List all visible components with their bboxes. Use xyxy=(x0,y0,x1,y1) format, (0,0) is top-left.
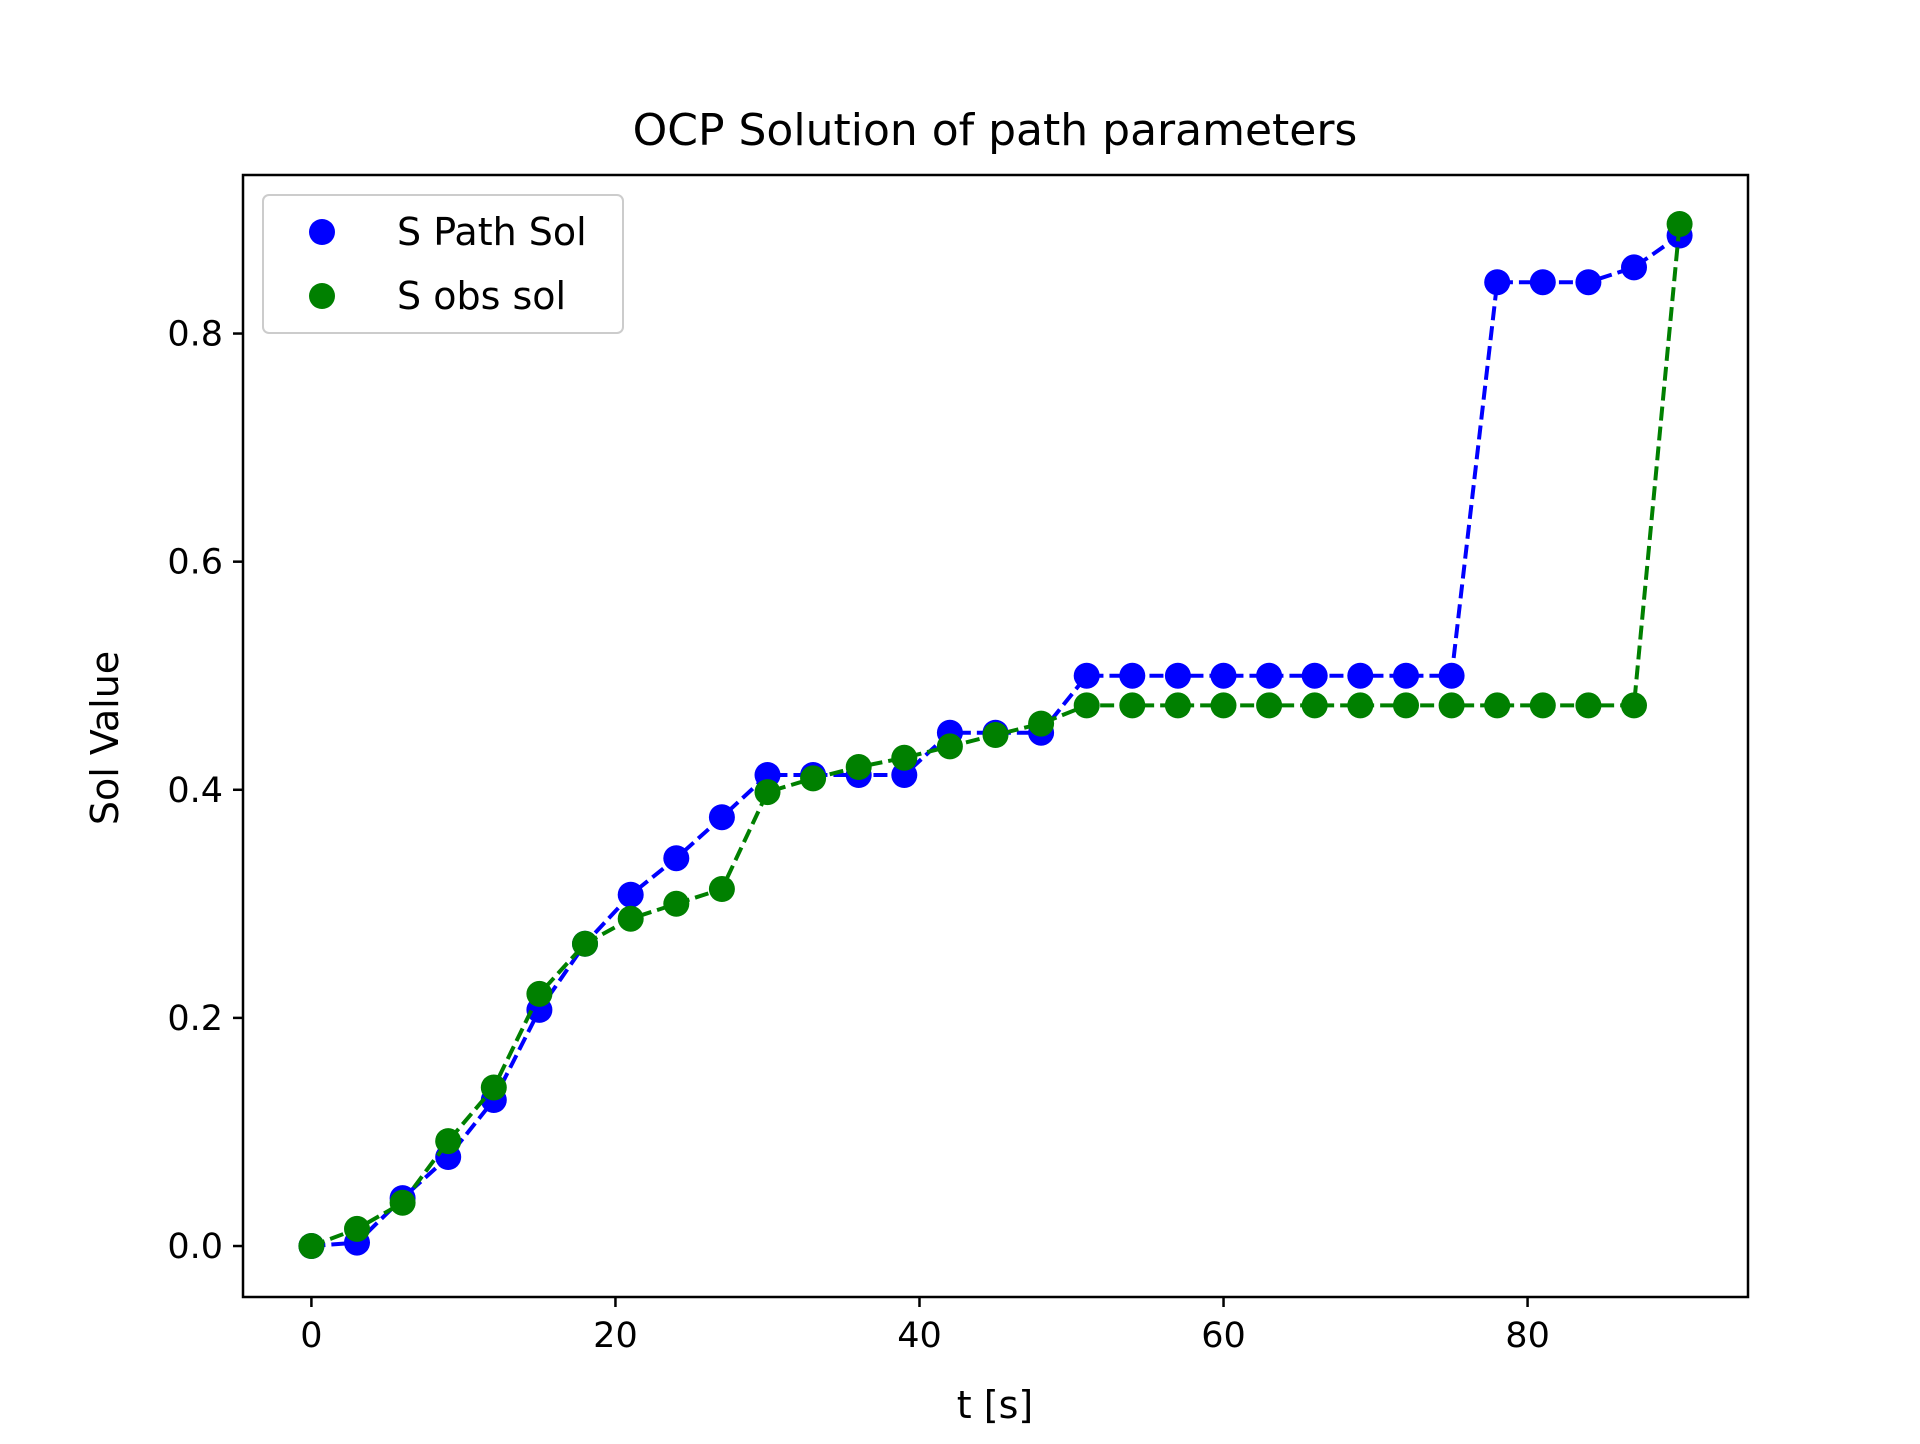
plot-area xyxy=(298,211,1693,1259)
y-axis-label: Sol Value xyxy=(83,651,127,825)
series-2-point xyxy=(1119,692,1146,719)
series-1-point xyxy=(1575,269,1602,296)
series-1-point xyxy=(1393,662,1419,689)
series-2-point xyxy=(1164,692,1191,719)
series-2-point xyxy=(1256,692,1283,719)
series-2-point xyxy=(845,754,872,780)
series-1-point xyxy=(1438,662,1465,689)
series-1-point xyxy=(708,804,735,831)
series-2-point xyxy=(480,1074,507,1101)
series-1-point xyxy=(1210,662,1237,689)
series-2-point xyxy=(1393,692,1419,719)
series-2-point xyxy=(936,733,963,760)
x-tick-label: 20 xyxy=(593,1316,638,1356)
series-1-point xyxy=(1301,662,1328,689)
series-2-point xyxy=(708,876,735,902)
series-2-point xyxy=(800,765,827,792)
series-2-point xyxy=(617,905,644,932)
legend-label-1: S Path Sol xyxy=(397,210,587,254)
legend-label-2: S obs sol xyxy=(397,274,566,318)
chart-title: OCP Solution of path parameters xyxy=(633,105,1358,156)
series-1-point xyxy=(617,881,644,908)
x-tick-label: 40 xyxy=(897,1316,942,1356)
y-tick-label: 0.4 xyxy=(167,771,223,811)
x-axis-label: t [s] xyxy=(957,1383,1033,1427)
series-1-point xyxy=(1256,662,1283,689)
series-2-point xyxy=(1529,692,1556,719)
y-tick-label: 0.6 xyxy=(167,543,223,583)
x-tick-label: 0 xyxy=(300,1316,322,1356)
x-tick-label: 60 xyxy=(1201,1316,1246,1356)
series-2-point xyxy=(663,890,690,917)
series-2-point xyxy=(298,1233,325,1259)
y-tick-label: 0.8 xyxy=(167,315,223,355)
series-1-point xyxy=(1621,254,1647,281)
series-1-point xyxy=(1347,662,1374,689)
series-2-point xyxy=(982,722,1009,748)
series-1-point xyxy=(663,845,690,872)
series-1-point xyxy=(1073,662,1100,689)
series-2-point xyxy=(1028,710,1055,737)
x-tick-label: 80 xyxy=(1505,1316,1550,1356)
axes-frame xyxy=(241,173,1750,1299)
series-1-point xyxy=(1164,662,1191,689)
y-tick-label: 0.0 xyxy=(167,1227,223,1267)
series-2-point xyxy=(1484,692,1511,719)
series-2-point xyxy=(1438,692,1465,719)
series-2-point xyxy=(1210,692,1237,719)
series-2-point xyxy=(389,1189,416,1216)
series-2-point xyxy=(754,779,781,806)
series-1-point xyxy=(1484,269,1511,296)
legend-box xyxy=(262,194,624,334)
legend: S Path Sol S obs sol xyxy=(262,194,624,334)
series-2-point xyxy=(1575,692,1602,719)
series-2-point xyxy=(1073,692,1100,719)
series-2-point xyxy=(1301,692,1328,719)
series-2-point xyxy=(572,930,598,957)
series-2-point xyxy=(526,980,553,1007)
legend-marker-1 xyxy=(309,219,335,245)
series-2-point xyxy=(1666,211,1693,237)
axis-ticks: 0 20 40 60 80 0.0 0.2 0.4 0.6 0.8 xyxy=(167,315,1550,1356)
series-1-point xyxy=(1529,269,1556,296)
series-1-point xyxy=(1119,662,1146,689)
series-2-point xyxy=(1347,692,1374,719)
series-2-point xyxy=(891,744,918,771)
series-2-point xyxy=(344,1215,370,1242)
series-2-point xyxy=(435,1128,462,1155)
y-tick-label: 0.2 xyxy=(167,999,223,1039)
legend-marker-2 xyxy=(309,283,335,309)
series-2-point xyxy=(1621,692,1647,719)
